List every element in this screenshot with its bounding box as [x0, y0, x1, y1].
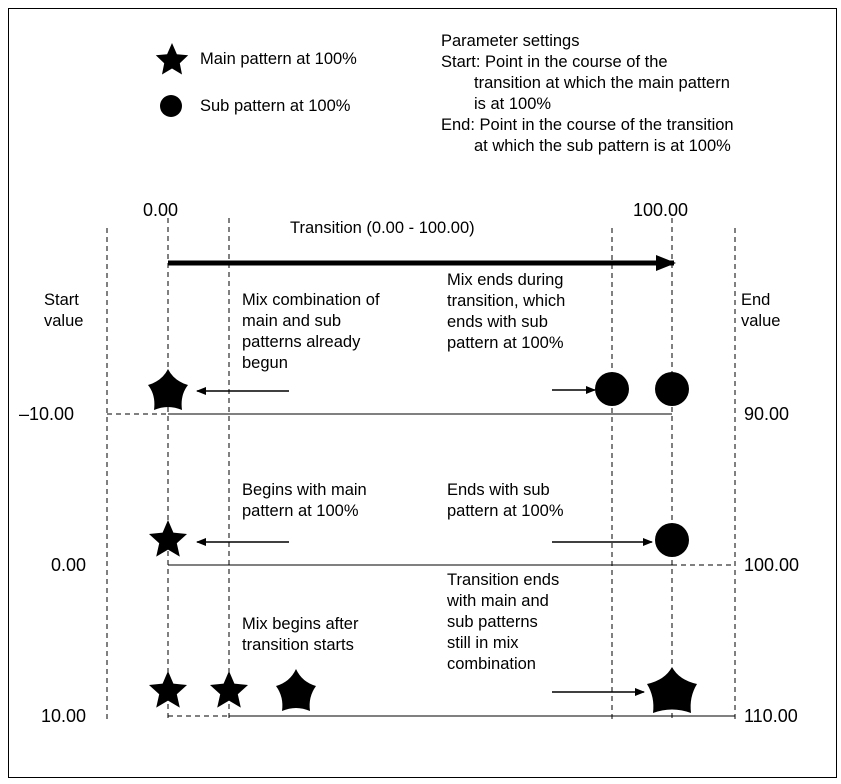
- row3-end-value: 110.00: [744, 706, 798, 726]
- legend-star-icon: [155, 43, 189, 75]
- end-value-label: End value: [741, 291, 781, 330]
- params-start-line2: transition at which the main pattern: [474, 74, 730, 92]
- row1-right-note: Mix ends during transition, which ends w…: [447, 271, 566, 352]
- params-title: Parameter settings: [441, 32, 580, 50]
- row2-main-star-icon: [149, 520, 187, 557]
- axis-start-0: 0.00: [143, 200, 179, 220]
- params-end-line2: at which the sub pattern is at 100%: [474, 137, 731, 155]
- row3-left-note: Mix begins after transition starts: [242, 615, 359, 654]
- row1-mixed-star-icon: [148, 369, 188, 410]
- row1-start-value: –10.00: [19, 404, 75, 424]
- params-start-line3: is at 100%: [474, 95, 552, 113]
- row3-main-star-2-icon: [210, 671, 248, 708]
- transition-label: Transition (0.00 - 100.00): [290, 219, 475, 237]
- diagram-frame: [8, 8, 837, 778]
- row3-mixed-end-icon: [647, 667, 697, 713]
- legend-circle-icon: [160, 95, 182, 117]
- start-value-label: Start value: [44, 291, 84, 330]
- row2-left-note: Begins with main pattern at 100%: [242, 481, 367, 520]
- row1-sub-circle-icon: [595, 372, 629, 406]
- legend-main-label: Main pattern at 100%: [200, 50, 357, 68]
- axis-end-100: 100.00: [633, 200, 689, 220]
- row3-main-star-icon: [149, 671, 187, 708]
- params-end-line1: End: Point in the course of the transiti…: [441, 116, 734, 134]
- row2-sub-circle-icon: [655, 523, 689, 557]
- row2-right-note: Ends with sub pattern at 100%: [447, 481, 564, 520]
- row2-start-value: 0.00: [51, 555, 87, 575]
- row3-right-note: Transition ends with main and sub patter…: [447, 571, 560, 673]
- legend-sub-label: Sub pattern at 100%: [200, 97, 351, 115]
- row2-end-value: 100.00: [744, 555, 800, 575]
- row1-end-value: 90.00: [744, 404, 790, 424]
- row3-start-value: 10.00: [41, 706, 87, 726]
- row1-end-circle-icon: [655, 372, 689, 406]
- row3-mixed-star-icon: [276, 669, 316, 711]
- params-start-line1: Start: Point in the course of the: [441, 53, 668, 71]
- row1-left-note: Mix combination of main and sub patterns…: [242, 291, 380, 372]
